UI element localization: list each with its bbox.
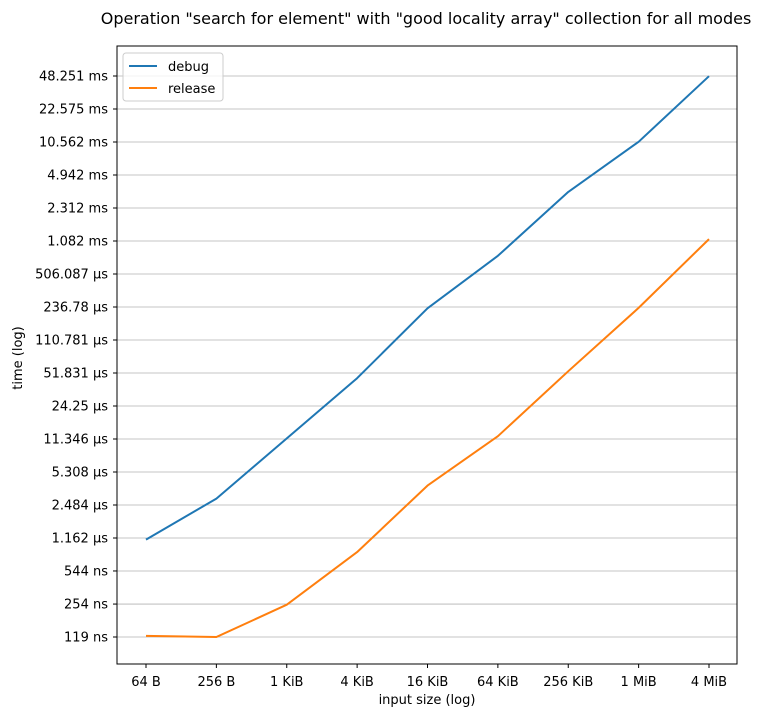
x-tick-label: 4 MiB — [691, 675, 727, 690]
legend-label-debug: debug — [168, 60, 209, 75]
y-tick-label: 11.346 µs — [43, 432, 108, 447]
y-tick-label: 4.942 ms — [47, 168, 108, 183]
x-tick-label: 64 KiB — [477, 675, 519, 690]
y-tick-label: 5.308 µs — [52, 466, 109, 481]
x-tick-label: 16 KiB — [407, 675, 449, 690]
x-axis-ticks: 64 B 256 B 1 KiB 4 KiB 16 KiB 64 KiB 256 KiB 1 … — [131, 664, 727, 690]
y-tick-label: 1.162 µs — [52, 531, 109, 546]
series-line-debug — [145, 75, 710, 541]
x-tick-label: 1 KiB — [270, 675, 303, 690]
x-axis-label: input size (log) — [379, 693, 476, 708]
y-tick-label: 48.251 ms — [39, 70, 108, 85]
y-tick-label: 51.831 µs — [43, 366, 108, 381]
x-tick-label: 256 B — [197, 675, 235, 690]
legend-label-release: release — [168, 82, 215, 97]
y-tick-label: 236.78 µs — [43, 301, 108, 316]
x-tick-label: 4 KiB — [340, 675, 373, 690]
y-tick-label: 506.087 µs — [35, 268, 108, 283]
y-tick-label: 24.25 µs — [52, 399, 109, 414]
x-tick-label: 256 KiB — [543, 675, 593, 690]
series-line-release — [145, 238, 710, 638]
y-tick-label: 254 ns — [64, 598, 108, 613]
y-tick-label: 110.781 µs — [35, 334, 108, 349]
y-tick-label: 22.575 ms — [39, 102, 108, 117]
y-tick-label: 10.562 ms — [39, 136, 108, 151]
series-lines — [145, 75, 710, 638]
legend: debug release — [122, 52, 224, 102]
y-axis-ticks: 119 ns 254 ns 544 ns 1.162 µs 2.484 µs 5.308 … — [35, 70, 117, 646]
y-tick-label: 544 ns — [64, 564, 108, 579]
y-tick-label: 2.484 µs — [52, 498, 109, 513]
y-tick-label: 119 ns — [64, 631, 108, 646]
y-tick-label: 1.082 ms — [47, 234, 108, 249]
x-tick-label: 1 MiB — [621, 675, 657, 690]
grid-lines — [117, 75, 737, 638]
chart-title: Operation "search for element" with "goo… — [101, 9, 752, 28]
x-tick-label: 64 B — [131, 675, 161, 690]
y-axis-label: time (log) — [11, 326, 26, 389]
y-tick-label: 2.312 ms — [47, 201, 108, 216]
